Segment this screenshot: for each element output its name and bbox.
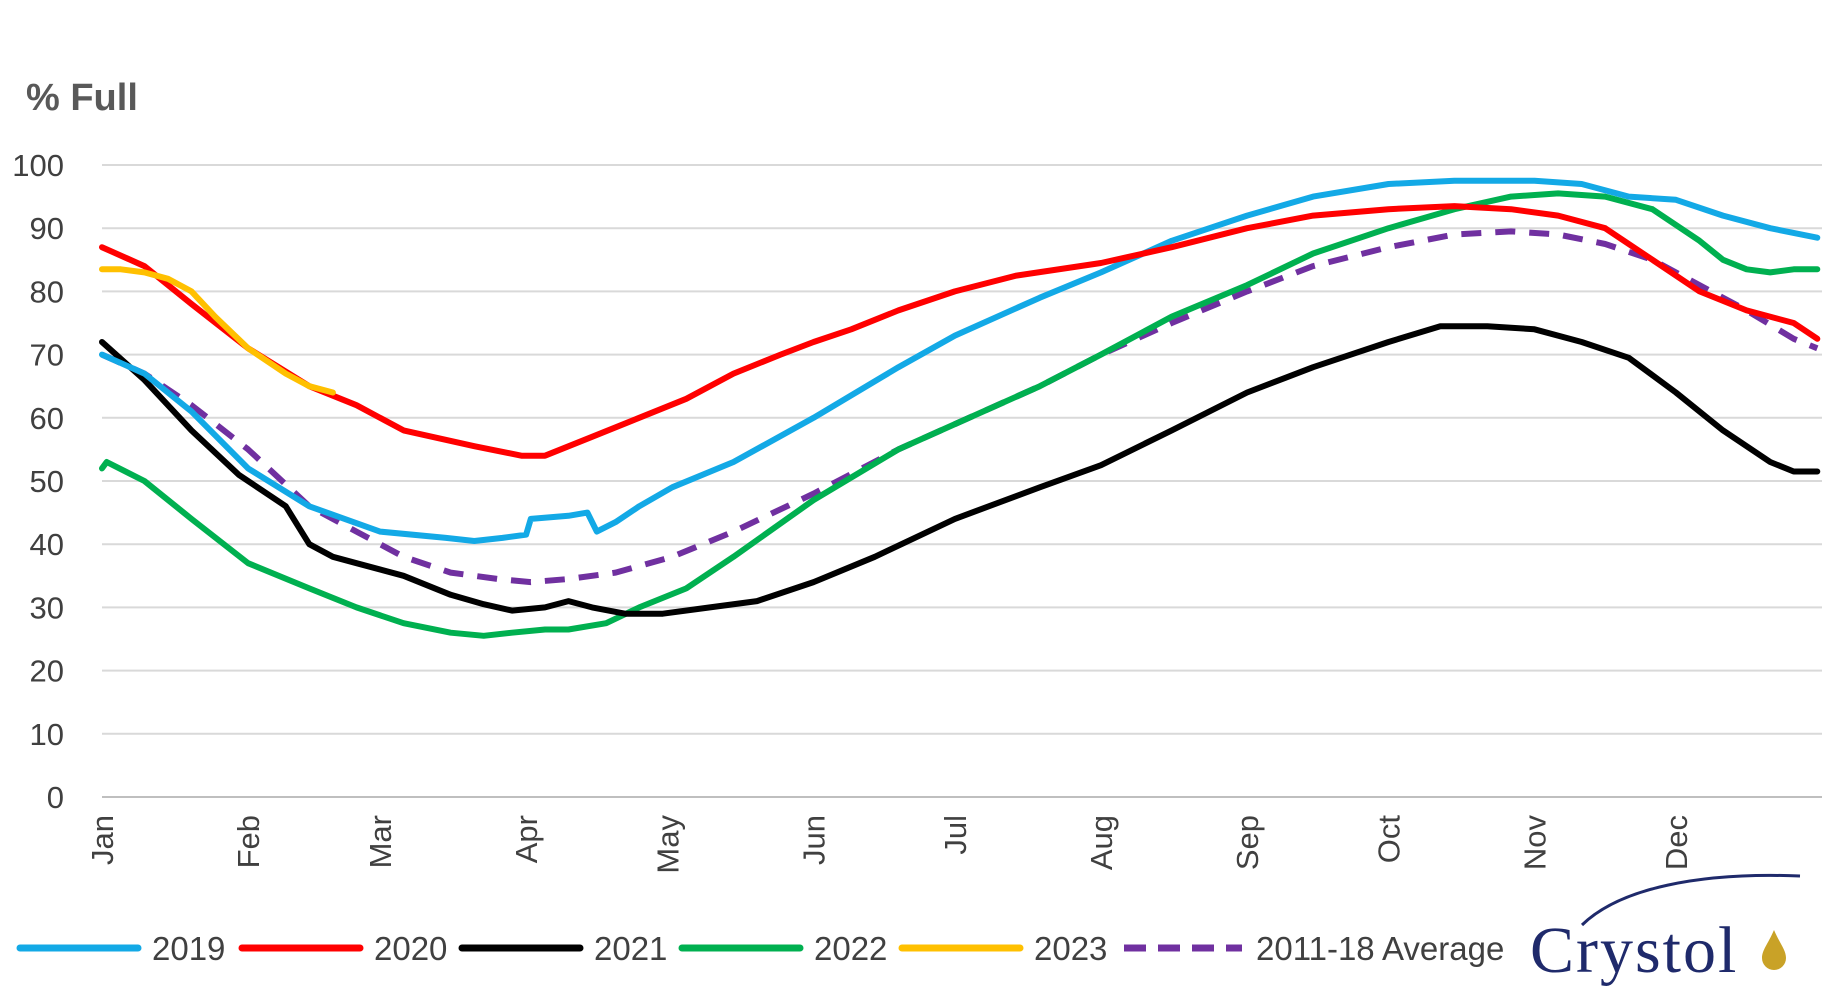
series-line [99,323,1821,617]
y-tick-label: 70 [30,338,64,373]
logo-drop-icon [1762,930,1786,970]
y-tick-labels: 0 10 20 30 40 50 60 70 80 90 100 [12,148,64,815]
logo-swoosh [1580,873,1801,927]
y-tick-label: 50 [30,464,64,499]
legend-label: 2021 [594,930,667,967]
x-tick-label: Sep [1230,815,1265,870]
legend-label: 2023 [1034,930,1107,967]
y-tick-label: 100 [12,148,64,183]
y-tick-label: 80 [30,274,64,309]
legend-label: 2020 [374,930,447,967]
x-tick-label: Feb [231,815,266,868]
y-tick-label: 10 [30,717,64,752]
x-tick-label: Jul [938,815,973,855]
y-axis-title: % Full [26,77,138,119]
y-tick-label: 40 [30,527,64,562]
y-tick-label: 30 [30,590,64,625]
series-lines [99,177,1821,639]
legend: 2019 2020 2021 2022 2023 2011-18 Average [16,930,1504,967]
x-tick-label: May [650,815,685,874]
x-tick-label: Mar [363,815,398,868]
series-line [99,177,1821,544]
x-tick-label: Apr [509,815,544,863]
x-tick-label: Nov [1518,815,1553,871]
legend-label: 2022 [814,930,887,967]
crystol-logo: Crystol [1530,873,1801,987]
x-tick-label: Aug [1084,815,1119,870]
y-tick-label: 90 [30,211,64,246]
x-tick-labels: Jan Feb Mar Apr May Jun Jul Aug Sep Oct Nov Dec [85,815,1694,874]
series-line [99,203,1821,459]
legend-label: 2011-18 Average [1256,930,1504,967]
x-tick-label: Oct [1371,815,1406,864]
series-line [99,266,336,396]
gridlines [102,164,1822,798]
y-tick-label: 20 [30,654,64,689]
legend-label: 2019 [152,930,225,967]
x-tick-label: Dec [1659,815,1694,870]
x-tick-label: Jan [85,815,120,865]
y-tick-label: 0 [47,780,64,815]
series-line [99,190,1821,639]
y-tick-label: 60 [30,401,64,436]
logo-text: Crystol [1530,914,1738,987]
x-tick-label: Jun [797,815,832,865]
